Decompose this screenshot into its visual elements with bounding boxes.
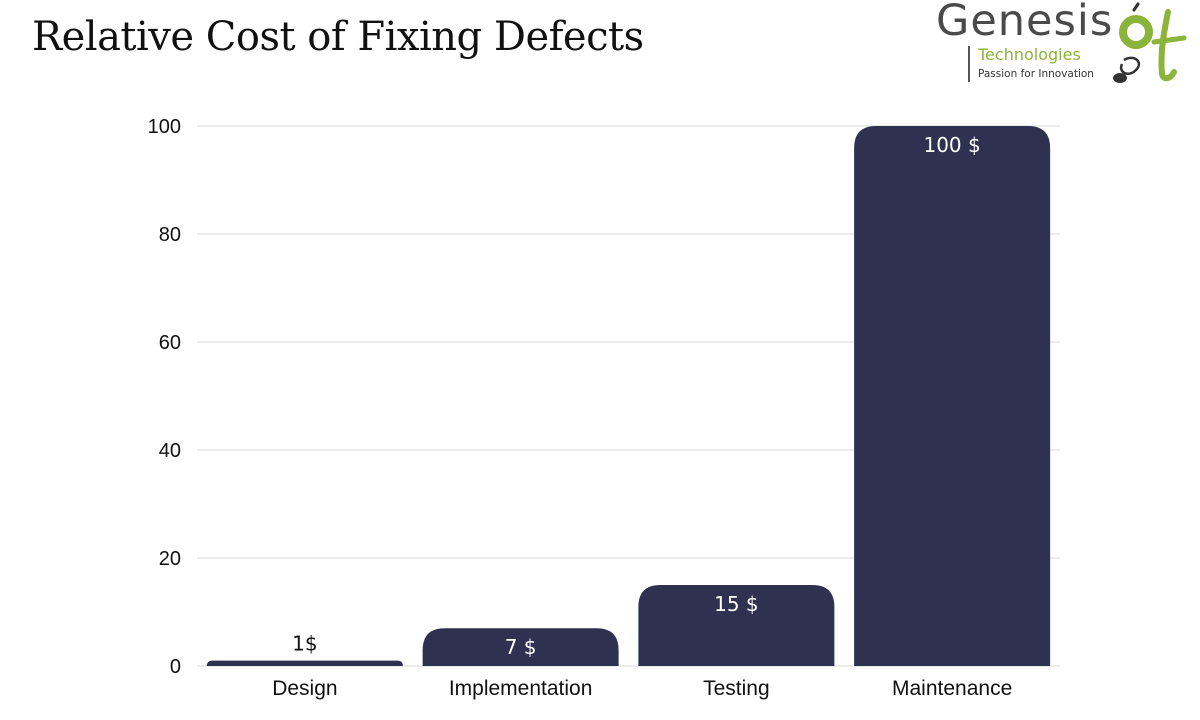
x-category-label: Implementation (449, 677, 593, 700)
data-label: 7 $ (505, 635, 537, 659)
y-tick-label: 40 (159, 440, 181, 462)
y-axis-ticks: 0 20 40 60 80 100 (148, 116, 181, 678)
logo-divider (968, 46, 970, 82)
logo-tagline: Passion for Innovation (978, 68, 1094, 80)
x-category-label: Maintenance (892, 677, 1012, 700)
bar-testing (638, 585, 835, 666)
data-labels: 1$ 7 $ 15 $ 100 $ (292, 133, 981, 659)
data-label: 100 $ (923, 133, 980, 157)
bars (206, 126, 1051, 666)
chart-title: Relative Cost of Fixing Defects (32, 14, 644, 60)
y-tick-label: 60 (159, 332, 181, 354)
y-tick-label: 0 (170, 656, 181, 678)
bar-implementation (422, 628, 619, 666)
data-label: 15 $ (714, 592, 759, 616)
y-tick-label: 20 (159, 548, 181, 570)
bar-maintenance (854, 126, 1051, 666)
y-tick-label: 80 (159, 224, 181, 246)
x-category-label: Design (272, 677, 337, 700)
data-label: 1$ (292, 632, 317, 656)
logo-subtitle: Technologies (978, 45, 1081, 64)
y-tick-label: 100 (148, 116, 181, 138)
x-axis-categories: Design Implementation Testing Maintenance (272, 677, 1012, 700)
logo-name: Genesis (936, 0, 1114, 46)
logo-mark-icon (1113, 2, 1187, 83)
x-category-label: Testing (703, 677, 770, 700)
company-logo: Genesis Technologies Passion for Innovat… (930, 0, 1192, 86)
bar-design (206, 660, 403, 666)
